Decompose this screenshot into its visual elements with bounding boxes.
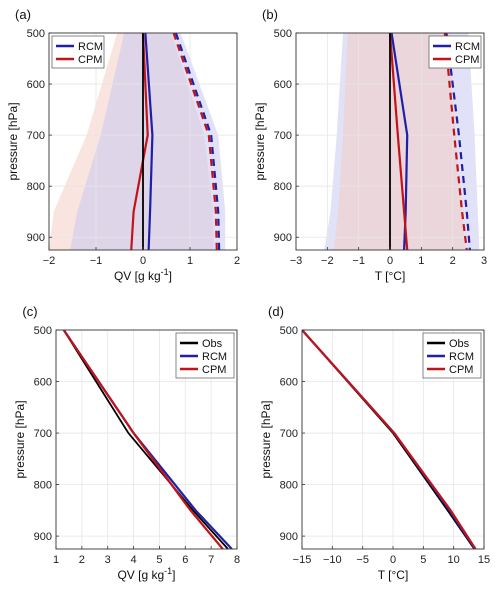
x-tick-label: 2 (450, 255, 456, 267)
x-tick-label: 0 (390, 554, 396, 566)
axes-frame (55, 329, 238, 550)
y-tick-label: 900 (34, 531, 52, 543)
x-tick-label: 6 (182, 554, 188, 566)
series-line-rcm (144, 33, 154, 250)
y-tick-label: 800 (34, 480, 52, 492)
series-line-rcm-dashed (174, 33, 221, 250)
legend-label-cpm: CPM (202, 364, 226, 376)
legend-label-rcm: RCM (78, 41, 103, 53)
y-tick-label: 700 (274, 130, 292, 142)
x-tick-label: 5 (156, 554, 162, 566)
x-tick-label: −15 (293, 554, 312, 566)
x-axis-label: QV [g kg-1] (114, 267, 172, 283)
x-tick-label: −2 (43, 255, 56, 267)
x-axis-label: T [°C] (378, 568, 409, 582)
x-tick-label: 0 (140, 255, 146, 267)
panel-label: (d) (268, 304, 284, 319)
y-tick-label: 700 (27, 130, 45, 142)
x-tick-label: −5 (356, 554, 369, 566)
series-line-rcm-dashed (445, 33, 471, 250)
y-axis-label: pressure [hPa] (259, 400, 273, 478)
panel-2: 1 2 3 4 5 6 7 8 500 600 700 800 900 QV [g kg-1] pressu… (13, 304, 240, 582)
series-line-cpm (62, 330, 224, 549)
panel-0: −2 −1 0 1 2 500 600 700 800 900 QV [g kg-1] pressur… (6, 7, 240, 283)
x-tick-label: 7 (208, 554, 214, 566)
spread-band (70, 33, 226, 250)
y-axis-label: pressure [hPa] (6, 102, 20, 180)
y-tick-label: 500 (274, 28, 292, 40)
y-tick-label: 600 (27, 79, 45, 91)
y-tick-label: 900 (280, 531, 298, 543)
x-tick-label: 1 (187, 255, 193, 267)
x-axis-label: T [°C] (375, 269, 406, 283)
y-tick-label: 600 (280, 377, 298, 389)
panel-1: −3 −2 −1 0 1 2 3 500 600 700 800 900 T [°C] pressure … (253, 7, 487, 283)
x-tick-label: −10 (323, 554, 342, 566)
y-tick-label: 700 (280, 428, 298, 440)
y-tick-label: 900 (27, 232, 45, 244)
y-tick-label: 500 (280, 325, 298, 337)
y-tick-label: 500 (27, 28, 45, 40)
series-line-cpm (302, 330, 477, 549)
panel-3: −15 −10 −5 0 5 10 15 500 600 700 800 900 T [°C] press… (259, 304, 490, 582)
y-tick-label: 600 (34, 377, 52, 389)
x-tick-label: −3 (290, 255, 303, 267)
panel-label: (a) (15, 7, 31, 22)
x-axis-label: QV [g kg-1] (117, 566, 175, 582)
x-tick-label: 15 (478, 554, 490, 566)
y-axis-label: pressure [hPa] (13, 400, 27, 478)
x-tick-label: −1 (90, 255, 103, 267)
x-tick-label: 10 (448, 554, 460, 566)
legend-label-obs: Obs (202, 338, 223, 350)
legend-label-rcm: RCM (449, 351, 474, 363)
y-axis-label: pressure [hPa] (253, 102, 267, 180)
legend-label-cpm: CPM (78, 54, 102, 66)
series-line-cpm (388, 33, 409, 250)
x-tick-label: 0 (387, 255, 393, 267)
x-tick-label: 5 (420, 554, 426, 566)
legend-label-rcm: RCM (202, 351, 227, 363)
x-tick-label: 3 (105, 554, 111, 566)
y-tick-label: 800 (280, 480, 298, 492)
x-tick-label: 3 (481, 255, 487, 267)
x-tick-label: 4 (131, 554, 137, 566)
legend-label-obs: Obs (449, 338, 470, 350)
panel-label: (b) (262, 7, 278, 22)
x-tick-label: 1 (418, 255, 424, 267)
y-tick-label: 600 (274, 79, 292, 91)
x-tick-label: −1 (352, 255, 365, 267)
x-tick-label: −2 (321, 255, 334, 267)
x-tick-label: 2 (79, 554, 85, 566)
x-tick-label: 1 (53, 554, 59, 566)
panel-label: (c) (22, 304, 37, 319)
y-tick-label: 700 (34, 428, 52, 440)
legend-label-rcm: RCM (455, 41, 480, 53)
legend-label-cpm: CPM (449, 364, 473, 376)
y-tick-label: 800 (274, 181, 292, 193)
legend-label-cpm: CPM (455, 54, 479, 66)
x-tick-label: 8 (234, 554, 240, 566)
y-tick-label: 500 (34, 325, 52, 337)
series-line-cpm-dashed (172, 33, 218, 250)
x-tick-label: 2 (234, 255, 240, 267)
y-tick-label: 800 (27, 181, 45, 193)
y-tick-label: 900 (274, 232, 292, 244)
series-line-cpm-dashed (443, 33, 468, 250)
series-line-cpm (130, 33, 149, 250)
